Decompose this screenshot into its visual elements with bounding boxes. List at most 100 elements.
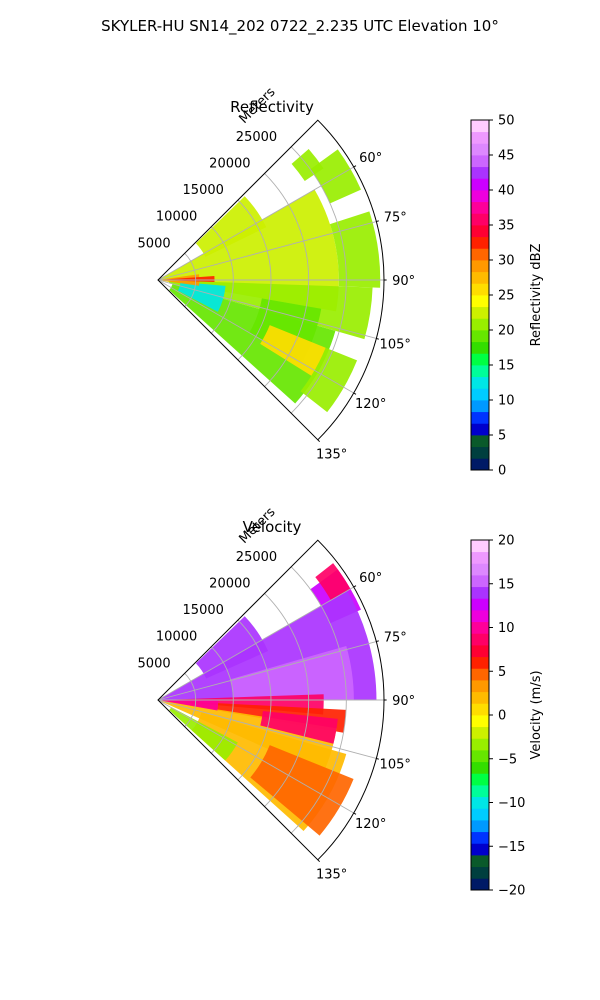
colorbar-tick-label: 0	[498, 709, 506, 724]
azimuth-tick-label: 120°	[355, 817, 386, 832]
panel-title: Reflectivity	[230, 98, 314, 116]
azimuth-tick-label: 105°	[380, 338, 411, 353]
colorbar-swatch	[471, 843, 489, 856]
radial-tick-label: 15000	[183, 603, 224, 618]
azimuth-spoke	[157, 586, 354, 701]
radar-echo-region	[195, 196, 267, 257]
colorbar-tick-label: 20	[498, 534, 515, 549]
radial-tick-label: 20000	[209, 576, 250, 591]
colorbar-tick-label: 20	[498, 324, 515, 339]
colorbar-swatch	[471, 446, 489, 459]
colorbar-swatch	[471, 260, 489, 273]
colorbar-tick-label: 5	[498, 429, 506, 444]
colorbar-swatch	[471, 225, 489, 238]
colorbar-tick-label: −10	[498, 796, 525, 811]
colorbar-swatch	[471, 738, 489, 751]
colorbar-swatch	[471, 750, 489, 763]
radar-echo-region	[300, 347, 358, 413]
colorbar-swatch	[471, 575, 489, 588]
radar-echo-region	[159, 700, 219, 711]
azimuth-tick-label: 120°	[355, 397, 386, 412]
radial-tick-label: 20000	[209, 156, 250, 171]
radar-echo-region	[177, 281, 226, 312]
azimuth-tick	[353, 392, 357, 395]
colorbar-swatch	[471, 866, 489, 879]
colorbar: 0 5 10 15 20 25 30 35 40 45 50 Reflectivity dBZ	[470, 114, 544, 479]
azimuth-tick	[353, 165, 357, 168]
radar-echo-region	[230, 646, 354, 700]
azimuth-tick	[353, 585, 357, 588]
azimuth-spoke	[157, 279, 377, 339]
colorbar-swatch	[471, 610, 489, 623]
colorbar-swatch	[471, 563, 489, 576]
radar-echo-region	[315, 563, 351, 601]
radar-data	[158, 149, 381, 413]
radar-echo-region	[169, 284, 336, 404]
azimuth-tick-label: 75°	[384, 630, 407, 645]
azimuth-tick	[353, 812, 357, 815]
colorbar-swatch	[471, 761, 489, 774]
colorbar-swatch	[471, 831, 489, 844]
radar-echo-region	[310, 149, 362, 204]
colorbar-tick-label: −15	[498, 840, 525, 855]
colorbar-swatch	[471, 855, 489, 868]
colorbar-swatch	[471, 318, 489, 331]
colorbar-swatch	[471, 248, 489, 261]
azimuth-tick-label: 105°	[380, 758, 411, 773]
azimuth-tick	[317, 439, 321, 443]
colorbar-swatch	[471, 190, 489, 203]
azimuth-tick-label: 135°	[316, 868, 347, 883]
colorbar-tick-label: 25	[498, 289, 515, 304]
colorbar-tick-label: 50	[498, 114, 515, 129]
colorbar-swatch	[471, 691, 489, 704]
colorbar-swatch	[471, 201, 489, 214]
colorbar-swatch	[471, 796, 489, 809]
colorbar-swatch	[471, 178, 489, 191]
radial-tick-label: 25000	[236, 550, 277, 565]
radar-echo-region	[260, 325, 326, 376]
colorbar-tick-label: 35	[498, 219, 515, 234]
colorbar-swatch	[471, 773, 489, 786]
radial-tick-label: 25000	[236, 130, 277, 145]
colorbar-tick-label: 5	[498, 665, 506, 680]
colorbar-swatch	[471, 435, 489, 448]
sector-frame	[157, 539, 385, 861]
colorbar-swatch	[471, 120, 489, 133]
colorbar-swatch	[471, 388, 489, 401]
colorbar-label: Reflectivity dBZ	[529, 244, 544, 347]
colorbar-tick-label: −20	[498, 884, 525, 899]
colorbar-swatch	[471, 633, 489, 646]
figure-suptitle: SKYLER-HU SN14_202 0722_2.235 UTC Elevat…	[101, 17, 499, 36]
colorbar-swatch	[471, 236, 489, 249]
colorbar-swatch	[471, 785, 489, 798]
colorbar-swatch	[471, 131, 489, 144]
radar-echo-region	[158, 276, 215, 282]
colorbar-swatch	[471, 306, 489, 319]
colorbar-swatch	[471, 668, 489, 681]
azimuth-tick	[376, 758, 379, 760]
radial-tick-label: 10000	[156, 630, 197, 645]
azimuth-spoke	[157, 699, 354, 814]
colorbar-tick-label: 10	[498, 394, 515, 409]
colorbar-swatch	[471, 411, 489, 424]
colorbar-tick-label: 45	[498, 149, 515, 164]
colorbar-tick-label: 30	[498, 254, 515, 269]
colorbar: −20 −15 −10 −5 0 5 10 15 20 Velocity (m/s)	[470, 534, 544, 899]
colorbar-tick-label: 15	[498, 577, 515, 592]
reflectivity-panel: Reflectivity60°75°90°105°120°135°5000100…	[138, 85, 544, 479]
colorbar-swatch	[471, 353, 489, 366]
azimuth-spoke	[157, 699, 377, 759]
colorbar-tick-label: 40	[498, 184, 515, 199]
colorbar-swatch	[471, 143, 489, 156]
radar-echo-region	[260, 711, 338, 744]
azimuth-tick-label: 90°	[392, 274, 415, 289]
colorbar-swatch	[471, 423, 489, 436]
colorbar-label: Velocity (m/s)	[529, 670, 544, 759]
radial-tick-label: 15000	[183, 183, 224, 198]
azimuth-tick	[376, 220, 379, 222]
colorbar-tick-label: −5	[498, 752, 517, 767]
colorbar-swatch	[471, 458, 489, 471]
colorbar-tick-label: 0	[498, 464, 506, 479]
sector-frame	[157, 119, 385, 441]
